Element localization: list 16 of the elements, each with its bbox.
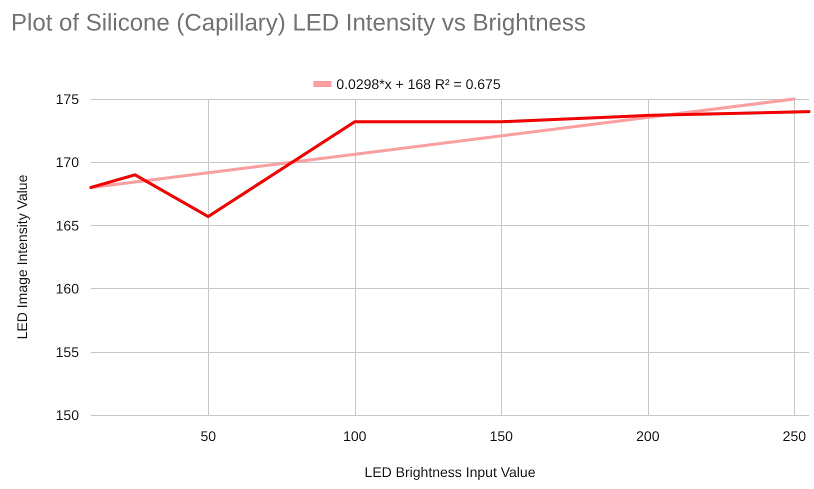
y-tick-label: 155 (56, 344, 80, 360)
x-tick-label: 200 (636, 428, 660, 444)
chart-title: Plot of Silicone (Capillary) LED Intensity vs Brightness (11, 10, 586, 36)
line-series (90, 110, 810, 218)
y-axis-title: LED Image Intensity Value (14, 174, 30, 340)
x-tick-label: 100 (343, 428, 367, 444)
y-tick-label: 160 (56, 280, 80, 297)
x-tick-label: 50 (200, 428, 216, 444)
x-tick-label: 250 (782, 428, 806, 444)
y-tick-label: 175 (56, 91, 80, 107)
y-tick-label: 165 (56, 217, 80, 234)
legend-label: 0.0298*x + 168 R² = 0.675 (336, 76, 501, 92)
x-tick-label: 150 (490, 428, 514, 444)
y-tick-label: 170 (56, 154, 80, 170)
x-axis-title: LED Brightness Input Value (364, 464, 536, 480)
y-tick-label: 150 (56, 407, 80, 423)
